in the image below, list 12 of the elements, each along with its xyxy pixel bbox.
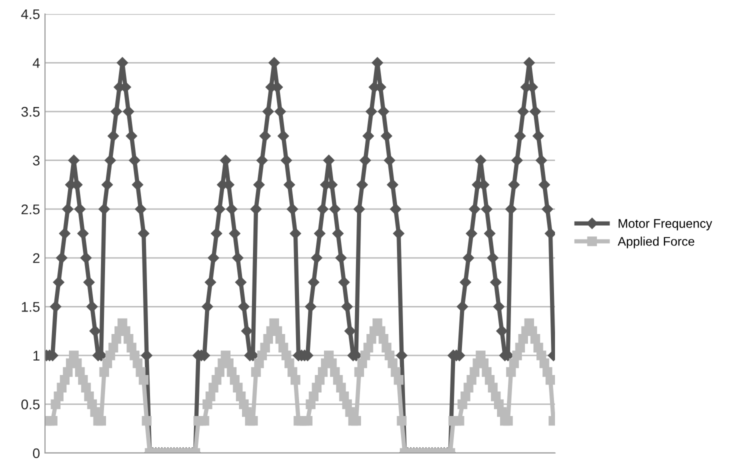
y-tick-label: 4	[32, 58, 40, 68]
legend-label: Motor Frequency	[618, 219, 712, 230]
y-tick-label: 3	[32, 156, 40, 166]
y-tick-label: 3.5	[21, 106, 40, 117]
y-tick-label: 4.5	[21, 9, 40, 20]
legend-label: Applied Force	[618, 236, 694, 248]
y-tick-label: 1.5	[22, 302, 40, 312]
y-tick-label: 2.5	[22, 204, 40, 214]
y-tick-label: 2	[33, 253, 40, 263]
y-tick-label: 0	[32, 448, 40, 458]
y-tick-label: 0.5	[21, 400, 40, 410]
y-tick-label: 1	[33, 350, 40, 360]
